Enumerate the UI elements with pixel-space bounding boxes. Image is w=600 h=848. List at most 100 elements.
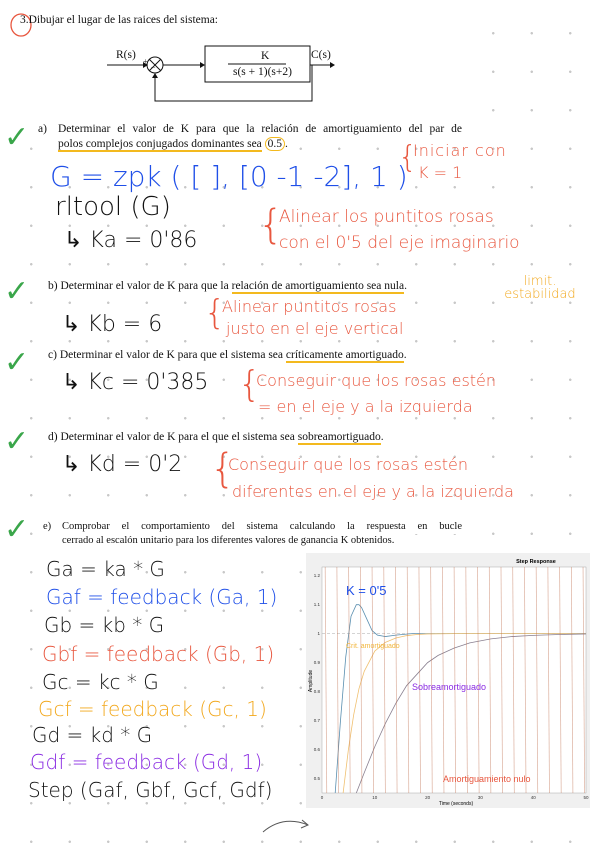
chart-title: Step Response xyxy=(516,559,556,565)
damping-value: 0.5 xyxy=(264,137,286,151)
part-e-text: Comprobar el comportamiento del sistema … xyxy=(62,520,462,534)
brace: { xyxy=(210,446,236,492)
part-d-text: Determinar el valor de K para el que el … xyxy=(60,431,298,443)
note-conseguir-d: Conseguir que los rosas estén xyxy=(228,455,469,474)
series-a-line xyxy=(334,604,586,794)
check-icon: ✓ xyxy=(4,274,30,309)
code-gb: Gb = kb * G xyxy=(44,613,165,637)
problem-text: Dibujar el lugar de las raices del siste… xyxy=(28,14,218,26)
series-b-line xyxy=(418,566,421,794)
part-d-highlight: sobreamortiguado xyxy=(297,431,381,445)
series-b-line xyxy=(406,566,410,794)
series-b-line xyxy=(395,566,398,794)
check-icon: ✓ xyxy=(4,512,30,547)
code-gc: Gc = kc * G xyxy=(42,670,159,694)
series-b-line xyxy=(430,566,433,794)
y-tick-label: 1 xyxy=(317,631,320,636)
part-c-text: Determinar el valor de K para que el sis… xyxy=(59,349,286,361)
brace: { xyxy=(238,364,261,405)
part-d-label: d) xyxy=(48,431,58,443)
x-tick-label: 50 xyxy=(583,795,589,800)
annotation-crit: Crit. amortiguado xyxy=(346,643,400,650)
y-tick-label: 0.7 xyxy=(314,718,321,723)
y-tick-label: 0.6 xyxy=(314,747,321,752)
series-d-line xyxy=(355,633,587,794)
check-icon: ✓ xyxy=(4,120,30,155)
series-b-line xyxy=(535,566,539,794)
part-c-label: c) xyxy=(48,349,57,361)
output-label: C(s) xyxy=(311,49,331,61)
series-b-line xyxy=(524,566,527,794)
code-gd: Gd = kd * G xyxy=(32,723,153,747)
minus-sign: − xyxy=(151,63,156,72)
note-vertical-axis: justo en el eje vertical xyxy=(226,319,404,338)
series-b-line xyxy=(371,566,374,794)
code-gaf: Gaf = feedback (Ga, 1) xyxy=(46,585,278,609)
x-axis-label: Time (seconds) xyxy=(439,801,474,807)
y-axis-label: Amplitude xyxy=(308,670,314,692)
x-tick-label: 0 xyxy=(321,795,324,800)
y-tick-label: 0.8 xyxy=(314,689,321,694)
problem-title: 3.Dibujar el lugar de las raices del sis… xyxy=(20,13,218,28)
series-b-line xyxy=(477,566,480,794)
y-tick-label: 0.5 xyxy=(314,776,321,781)
series-b-line xyxy=(348,566,351,794)
series-b-line xyxy=(500,566,503,794)
annotation-nulo: Amortiguamiento nulo xyxy=(443,774,531,784)
plot-area xyxy=(321,566,587,794)
y-tick-label: 0.9 xyxy=(314,660,321,665)
check-icon: ✓ xyxy=(4,424,30,459)
code-gbf: Gbf = feedback (Gb, 1) xyxy=(42,642,275,666)
part-a-label: a) xyxy=(38,122,47,137)
note-start-k: Iniciar con xyxy=(413,141,507,160)
tf-numerator: K xyxy=(261,50,270,62)
part-e-text-2: cerrado al escalón unitario para los dif… xyxy=(62,534,395,548)
series-b-line xyxy=(512,566,515,794)
part-b-text: Determinar el valor de K para que la xyxy=(60,280,232,292)
note-k1: K = 1 xyxy=(418,163,463,182)
series-b-line xyxy=(488,566,492,794)
part-e-label: e) xyxy=(43,521,52,532)
note-align: Alinear los puntitos rosas xyxy=(279,207,494,227)
part-a-text-2: polos complejos conjugados dominantes se… xyxy=(58,138,262,152)
block-diagram xyxy=(107,45,335,102)
input-label: R(s) xyxy=(116,49,136,61)
check-icon: ✓ xyxy=(4,345,30,380)
series-b-line xyxy=(559,566,562,794)
part-c-highlight: críticamente amortiguado xyxy=(285,349,404,363)
tf-denominator: s(s + 1)(s+2) xyxy=(233,66,292,78)
note-left-d: diferentes en el eje y a la izquierda xyxy=(232,482,514,501)
note-left-c: = en el eje y a la izquierda xyxy=(258,397,473,416)
part-b-label: b) xyxy=(48,280,58,292)
brace: { xyxy=(204,293,226,333)
series-b-line xyxy=(336,566,339,794)
series-b-line xyxy=(383,566,386,794)
note-stability-limit: limit. estabilidad xyxy=(504,274,576,302)
series-c-line xyxy=(342,633,586,794)
arrow-icon xyxy=(262,819,309,833)
annotation-k05: K = 0'5 xyxy=(346,583,386,598)
code-ga: Ga = ka * G xyxy=(46,557,165,581)
zpk-code: G = zpk ( [ ], [0 -1 -2], 1 ) xyxy=(50,160,408,193)
number-circle xyxy=(10,13,32,37)
x-tick-label: 40 xyxy=(531,795,537,800)
x-tick-label: 30 xyxy=(478,795,484,800)
series-b-line xyxy=(570,566,574,794)
ka-result: ↳ Ka = 0'86 xyxy=(64,228,198,253)
kb-result: ↳ Kb = 6 xyxy=(62,312,163,337)
period: . xyxy=(285,138,288,150)
series-b-line xyxy=(453,566,457,794)
x-tick-label: 20 xyxy=(425,795,431,800)
series-b-line xyxy=(324,566,328,794)
code-step: Step (Gaf, Gbf, Gcf, Gdf) xyxy=(28,778,273,802)
note-conseguir-c: Conseguir que los rosas estén xyxy=(256,371,497,390)
annotation-sobre: Sobreamortiguado xyxy=(412,682,486,692)
problem-number: 3. xyxy=(20,14,29,26)
rltool-code: rltool (G) xyxy=(55,192,171,222)
x-tick-label: 10 xyxy=(372,795,378,800)
part-b-highlight: relación de amortiguamiento sea nula xyxy=(231,280,405,294)
code-gdf: Gdf = feedback (Gd, 1) xyxy=(30,750,263,774)
brace: { xyxy=(398,140,418,175)
series-b-line xyxy=(442,566,445,794)
